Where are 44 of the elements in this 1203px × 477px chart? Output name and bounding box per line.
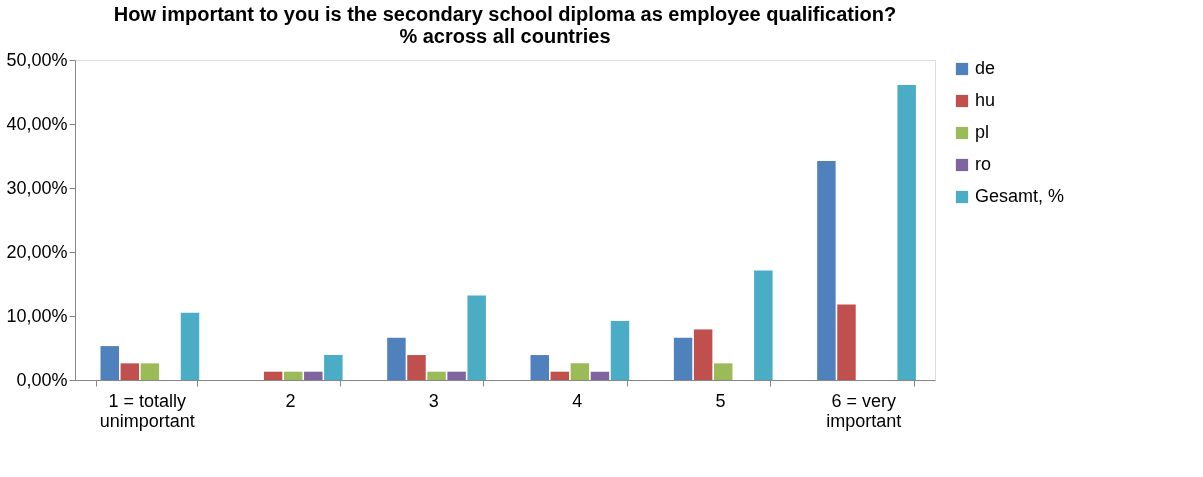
bar (140, 363, 160, 380)
y-tick-label: 40,00% (6, 113, 68, 134)
text: How important to you is the secondary school diploma as employee qualification? (113, 3, 897, 25)
bar (427, 371, 446, 380)
x-tick-label: 5 (715, 390, 726, 411)
legend-label: Gesamt, % (975, 186, 1065, 206)
bar (530, 355, 549, 380)
bar (447, 371, 466, 380)
bar (590, 371, 610, 380)
x-tick-label: 3 (428, 390, 439, 411)
bar (467, 295, 486, 380)
x-tick-label: 1 = totally unimportant (99, 390, 195, 431)
legend-label: pl (975, 122, 990, 142)
y-tick-label: 50,00% (6, 49, 68, 70)
y-tick-label: 20,00% (6, 241, 68, 262)
y-tick-label: 10,00% (6, 305, 68, 326)
bar (837, 304, 856, 380)
bar (550, 371, 570, 380)
text: % across all countries (399, 25, 611, 47)
bar (120, 363, 140, 380)
x-tick-label: 2 (285, 390, 296, 411)
bar (570, 363, 590, 380)
bar (387, 337, 406, 380)
x-tick-label: 4 (572, 390, 583, 411)
bar (610, 321, 630, 380)
bar (263, 371, 283, 380)
x-tick-label: 6 = very important (826, 390, 902, 431)
bar (283, 371, 303, 380)
y-tick-label: 0,00% (16, 369, 68, 390)
bar (407, 355, 426, 380)
bar (754, 270, 773, 380)
bar (673, 337, 693, 380)
legend-label: de (975, 58, 996, 78)
bar (713, 363, 733, 380)
bar (693, 329, 713, 380)
bar (897, 84, 916, 380)
bar (304, 371, 323, 380)
y-tick-label: 30,00% (6, 177, 68, 198)
bar (180, 312, 200, 380)
bar (100, 346, 119, 380)
legend-label: ro (975, 154, 992, 174)
bar (817, 161, 836, 380)
bar (324, 355, 343, 380)
legend-label: hu (975, 90, 996, 110)
